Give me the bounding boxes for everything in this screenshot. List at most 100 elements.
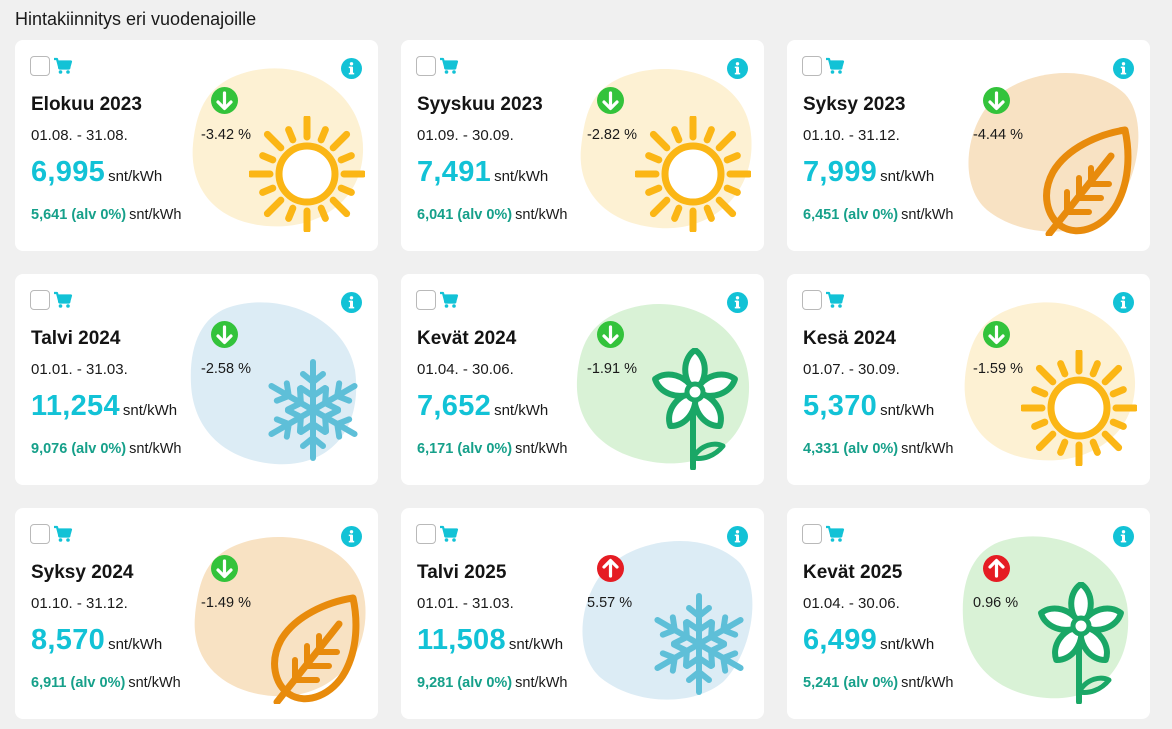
season-dates: 01.10. - 31.12. [31,595,128,612]
price-value: 8,570 [31,624,106,656]
vat-price-value: 9,281 (alv 0%) [417,675,513,691]
price-change-percent: -4.44 % [973,127,1023,143]
info-icon[interactable] [341,526,362,547]
season-dates: 01.04. - 30.06. [803,595,900,612]
price-value: 7,652 [417,390,492,422]
vat-price-unit: snt/kWh [129,441,182,457]
season-title: Kevät 2024 [417,328,517,349]
price-unit: snt/kWh [880,168,935,185]
price-value: 7,999 [803,156,878,188]
leaf-icon [267,594,367,706]
price-line: 8,570 snt/kWh [31,624,162,657]
page-title: Hintakiinnitys eri vuodenajoille [15,9,257,29]
price-line: 6,499 snt/kWh [803,624,934,657]
select-checkbox[interactable] [802,524,822,544]
info-icon[interactable] [1113,526,1134,547]
arrow-up-icon [597,555,624,582]
arrow-down-icon [597,87,624,114]
season-card[interactable]: Talvi 2025 01.01. - 31.03. 11,508 snt/kWh… [401,508,764,719]
price-change-percent: 5.57 % [587,595,633,611]
price-change-percent: -1.49 % [201,595,251,611]
price-change-percent: 0.96 % [973,595,1019,611]
season-dates: 01.09. - 30.09. [417,127,514,144]
info-icon[interactable] [727,526,748,547]
vat-price-value: 6,911 (alv 0%) [31,675,126,691]
season-title: Elokuu 2023 [31,94,142,115]
cart-icon[interactable] [439,525,459,543]
snowflake-icon [261,356,365,464]
sun-icon [633,114,753,234]
season-card[interactable]: Syksy 2024 01.10. - 31.12. 8,570 snt/kWh … [15,508,378,719]
cart-icon[interactable] [53,57,73,75]
price-unit: snt/kWh [508,636,564,653]
price-line: 6,995 snt/kWh [31,156,162,189]
background-blob [187,532,367,700]
flower-icon [643,347,747,471]
price-change-percent: -3.42 % [201,127,251,143]
season-card[interactable]: Syksy 2023 01.10. - 31.12. 7,999 snt/kWh … [787,40,1150,251]
info-icon[interactable] [1113,292,1134,313]
vat-price-line: 6,451 (alv 0%) snt/kWh [803,207,954,223]
select-checkbox[interactable] [30,524,50,544]
vat-price-line: 5,241 (alv 0%) snt/kWh [803,675,954,691]
background-blob [959,64,1139,232]
arrow-down-icon [211,555,238,582]
vat-price-unit: snt/kWh [901,207,954,223]
season-card[interactable]: Syyskuu 2023 01.09. - 30.09. 7,491 snt/kW… [401,40,764,251]
price-value: 11,508 [417,624,506,656]
cart-icon[interactable] [439,57,459,75]
vat-price-line: 6,041 (alv 0%) snt/kWh [417,207,568,223]
vat-price-unit: snt/kWh [515,441,568,457]
info-icon[interactable] [341,58,362,79]
cart-icon[interactable] [825,525,845,543]
select-checkbox[interactable] [416,290,436,310]
info-icon[interactable] [1113,58,1134,79]
season-card[interactable]: Kevät 2024 01.04. - 30.06. 7,652 snt/kWh … [401,274,764,485]
info-icon[interactable] [341,292,362,313]
season-dates: 01.10. - 31.12. [803,127,900,144]
price-line: 11,254 snt/kWh [31,390,177,423]
select-checkbox[interactable] [416,56,436,76]
price-change-percent: -2.58 % [201,361,251,377]
season-title: Syksy 2024 [31,562,134,583]
select-checkbox[interactable] [30,290,50,310]
vat-price-line: 9,076 (alv 0%) snt/kWh [31,441,182,457]
cart-icon[interactable] [53,525,73,543]
cart-icon[interactable] [825,57,845,75]
vat-price-unit: snt/kWh [129,207,182,223]
price-unit: snt/kWh [494,168,549,185]
season-card[interactable]: Kevät 2025 01.04. - 30.06. 6,499 snt/kWh … [787,508,1150,719]
vat-price-value: 9,076 (alv 0%) [31,441,127,457]
cart-icon[interactable] [439,291,459,309]
select-checkbox[interactable] [30,56,50,76]
price-line: 11,508 snt/kWh [417,624,563,657]
select-checkbox[interactable] [802,56,822,76]
vat-price-unit: snt/kWh [901,675,954,691]
info-icon[interactable] [727,292,748,313]
price-change-percent: -1.91 % [587,361,637,377]
vat-price-value: 6,041 (alv 0%) [417,207,513,223]
vat-price-value: 5,641 (alv 0%) [31,207,127,223]
season-title: Syksy 2023 [803,94,906,115]
cart-icon[interactable] [53,291,73,309]
vat-price-value: 5,241 (alv 0%) [803,675,899,691]
arrow-down-icon [983,87,1010,114]
cart-icon[interactable] [825,291,845,309]
info-icon[interactable] [727,58,748,79]
arrow-down-icon [983,321,1010,348]
arrow-down-icon [211,87,238,114]
price-unit: snt/kWh [108,636,163,653]
vat-price-unit: snt/kWh [515,207,568,223]
select-checkbox[interactable] [416,524,436,544]
select-checkbox[interactable] [802,290,822,310]
price-value: 11,254 [31,390,120,422]
price-value: 6,995 [31,156,106,188]
season-card[interactable]: Elokuu 2023 01.08. - 31.08. 6,995 snt/kWh… [15,40,378,251]
price-line: 7,999 snt/kWh [803,156,934,189]
snowflake-icon [647,590,751,698]
season-card[interactable]: Talvi 2024 01.01. - 31.03. 11,254 snt/kWh… [15,274,378,485]
season-card[interactable]: Kesä 2024 01.07. - 30.09. 5,370 snt/kWh 4… [787,274,1150,485]
season-title: Talvi 2024 [31,328,121,349]
vat-price-line: 5,641 (alv 0%) snt/kWh [31,207,182,223]
vat-price-line: 6,171 (alv 0%) snt/kWh [417,441,568,457]
